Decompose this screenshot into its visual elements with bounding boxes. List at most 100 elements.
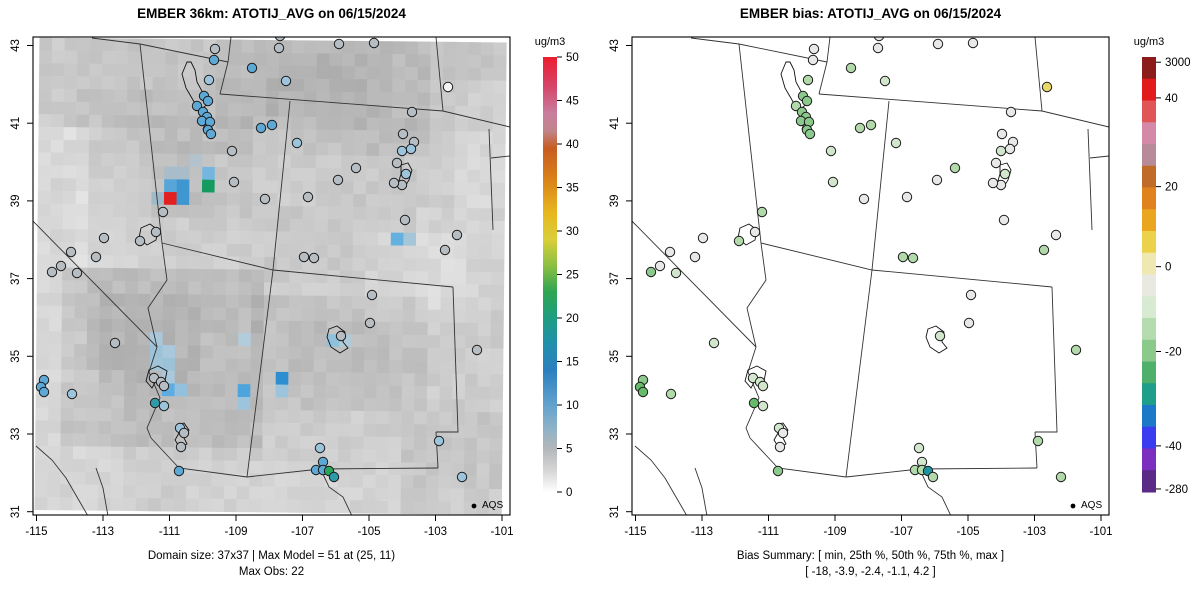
svg-text:-111: -111 [159, 526, 180, 538]
station-marker [697, 232, 709, 244]
svg-text:15: 15 [566, 357, 579, 369]
station-marker [990, 157, 1002, 169]
svg-text:20: 20 [566, 313, 579, 325]
plot-box [32, 36, 511, 516]
left-colorbar-unit: ug/m3 [534, 36, 566, 48]
station-marker [965, 289, 977, 301]
right-aqs-legend-label: AQS [1081, 500, 1103, 511]
station-marker [872, 42, 884, 54]
station-marker [157, 206, 169, 218]
station-marker [335, 330, 347, 342]
svg-text:37: 37 [609, 272, 621, 285]
station-marker [259, 193, 271, 205]
svg-text:3000: 3000 [1165, 57, 1191, 69]
svg-text:41: 41 [10, 117, 22, 130]
station-marker [248, 26, 257, 35]
station-marker [66, 388, 78, 400]
plot-box [631, 36, 1110, 516]
svg-text:30: 30 [566, 226, 579, 238]
station-marker [927, 471, 939, 483]
svg-text:-101: -101 [490, 526, 513, 538]
station-marker [1004, 143, 1016, 155]
svg-text:-109: -109 [224, 526, 247, 538]
station-marker [175, 441, 187, 453]
station-marker [38, 386, 50, 398]
svg-text:33: 33 [10, 428, 22, 441]
station-marker [637, 386, 649, 398]
station-marker [209, 43, 221, 55]
svg-text:41: 41 [609, 117, 621, 130]
svg-text:31: 31 [609, 505, 621, 518]
station-marker [967, 37, 979, 49]
station-marker [749, 226, 761, 238]
station-marker [801, 95, 813, 107]
station-marker [913, 442, 925, 454]
station-marker [901, 191, 913, 203]
station-marker [208, 54, 220, 66]
station-marker [273, 42, 285, 54]
station-marker [439, 244, 451, 256]
station-marker [98, 232, 110, 244]
station-marker [396, 145, 408, 157]
svg-text:10: 10 [566, 400, 579, 412]
station-marker [366, 289, 378, 301]
axis-ticks: -115 -113 -111 -109 -107 -105 -103 -101 43 41 39 37… [609, 39, 1113, 538]
station-marker [931, 174, 943, 186]
station-marker [134, 235, 146, 247]
station-marker [158, 380, 170, 392]
left-caption-line1: Domain size: 37x37 | Max Model = 51 at (… [147, 550, 396, 562]
svg-text:-109: -109 [823, 526, 846, 538]
station-marker [645, 266, 657, 278]
svg-text:-40: -40 [1165, 441, 1182, 453]
left-panel-title: EMBER 36km: ATOTIJ_AVG on 06/15/2024 [137, 6, 406, 21]
station-marker [873, 37, 885, 42]
station-marker [998, 214, 1010, 226]
station-marker [291, 137, 303, 149]
svg-text:0: 0 [1165, 262, 1171, 274]
station-markers [634, 26, 1082, 483]
svg-text:39: 39 [609, 195, 621, 208]
svg-text:37: 37 [10, 272, 22, 285]
station-marker [298, 251, 310, 263]
station-marker [1032, 435, 1044, 447]
svg-text:-101: -101 [1089, 526, 1112, 538]
svg-text:43: 43 [10, 39, 22, 52]
right-caption-line2: [ -18, -3.9, -2.4, -1.1, 4.2 ] [805, 566, 936, 578]
svg-text:35: 35 [10, 350, 22, 363]
station-marker [255, 122, 267, 134]
station-marker [306, 25, 315, 34]
svg-text:5: 5 [566, 444, 572, 456]
station-marker [397, 128, 409, 140]
station-marker [433, 435, 445, 447]
right-caption-line1: Bias Summary: [ min, 25th %, 50th %, 75t… [736, 550, 1005, 562]
station-marker [1005, 106, 1017, 118]
station-marker [777, 427, 789, 439]
station-marker [879, 75, 891, 87]
svg-text:43: 43 [609, 39, 621, 52]
station-marker [1041, 81, 1053, 93]
left-caption-line2: Max Obs: 22 [238, 566, 305, 578]
station-marker [807, 54, 819, 66]
station-marker [995, 145, 1007, 157]
svg-text:-107: -107 [890, 526, 913, 538]
station-marker [150, 226, 162, 238]
station-marker [65, 246, 77, 258]
station-marker [471, 344, 483, 356]
left-map-area [33, 25, 510, 515]
svg-text:-107: -107 [291, 526, 314, 538]
svg-text:-113: -113 [691, 526, 713, 538]
station-marker [405, 143, 417, 155]
state-borders [632, 37, 1109, 515]
station-marker [963, 317, 975, 329]
station-marker [748, 397, 760, 409]
station-marker [149, 397, 161, 409]
station-marker [854, 122, 866, 134]
station-marker [451, 229, 463, 241]
right-colorbar-unit: ug/m3 [1133, 36, 1165, 48]
station-marker [664, 246, 676, 258]
svg-text:-20: -20 [1165, 346, 1182, 358]
svg-text:35: 35 [609, 350, 621, 363]
station-marker [847, 26, 856, 35]
right-map-area [632, 26, 1109, 515]
